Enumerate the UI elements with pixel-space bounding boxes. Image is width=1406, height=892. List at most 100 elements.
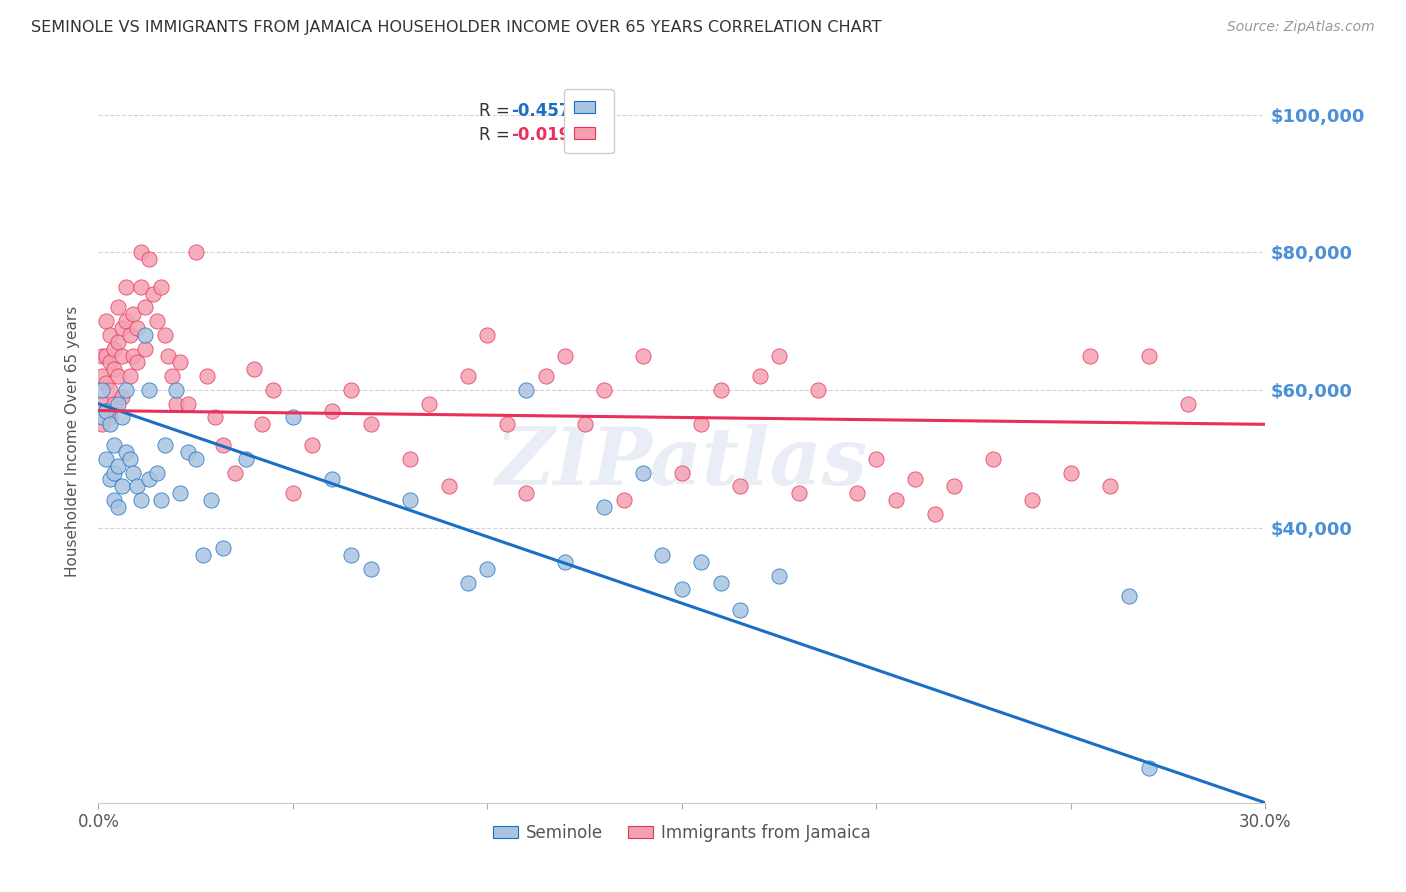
Point [943,479,966,493]
Text: R =: R = [479,126,509,145]
Point [91,417,114,432]
Point [91,349,114,363]
Point [127,321,149,335]
Point [107,500,129,514]
Point [142,286,165,301]
Point [748,369,770,384]
Point [1118,590,1140,604]
Point [169,355,191,369]
Point [118,369,141,384]
Point [107,369,129,384]
Point [129,279,152,293]
Point [162,369,184,384]
Point [114,445,136,459]
Point [96,349,118,363]
Point [340,383,363,397]
Point [122,307,145,321]
Point [477,562,499,576]
Point [134,301,156,315]
Point [496,417,519,432]
Point [671,466,693,480]
Point [651,548,673,562]
Point [138,472,160,486]
Point [730,603,752,617]
Point [690,555,713,569]
Point [114,314,136,328]
Text: R =: R = [479,102,509,120]
Point [98,410,121,425]
Point [96,314,118,328]
Point [710,575,733,590]
Point [301,438,323,452]
Point [554,349,576,363]
Point [103,438,125,452]
Point [177,397,200,411]
Point [118,451,141,466]
Point [149,493,172,508]
Point [1137,349,1160,363]
Point [153,327,176,342]
Point [184,451,207,466]
Point [690,417,713,432]
Point [1021,493,1043,508]
Text: ZIPatlas: ZIPatlas [496,425,868,502]
Point [457,575,479,590]
Point [138,383,160,397]
Point [281,410,304,425]
Text: Source: ZipAtlas.com: Source: ZipAtlas.com [1227,20,1375,34]
Point [98,417,121,432]
Point [360,417,382,432]
Point [107,301,129,315]
Point [103,397,125,411]
Point [281,486,304,500]
Point [134,327,156,342]
Point [111,321,134,335]
Point [554,555,576,569]
Point [98,327,121,342]
Point [165,383,187,397]
Point [904,472,927,486]
Point [103,342,125,356]
Point [981,451,1004,466]
Point [457,369,479,384]
Point [865,451,887,466]
Point [149,279,172,293]
Point [671,582,693,597]
Point [515,383,537,397]
Point [437,479,460,493]
Point [98,472,121,486]
Point [200,493,222,508]
Point [884,493,907,508]
Point [111,349,134,363]
Point [787,486,810,500]
Point [129,493,152,508]
Point [91,397,114,411]
Point [768,349,790,363]
Point [631,349,654,363]
Point [122,466,145,480]
Point [193,548,215,562]
Point [98,355,121,369]
Point [91,410,114,425]
Point [574,417,596,432]
Point [398,451,420,466]
Text: 90: 90 [592,126,616,145]
Point [114,383,136,397]
Point [91,369,114,384]
Text: -0.019: -0.019 [512,126,571,145]
Point [103,466,125,480]
Point [243,362,266,376]
Point [103,493,125,508]
Point [807,383,830,397]
Point [321,472,343,486]
Point [212,438,235,452]
Point [212,541,235,556]
Point [107,334,129,349]
Point [613,493,636,508]
Text: N =: N = [562,126,595,145]
Point [103,362,125,376]
Point [360,562,382,576]
Point [477,327,499,342]
Point [224,466,246,480]
Point [846,486,869,500]
